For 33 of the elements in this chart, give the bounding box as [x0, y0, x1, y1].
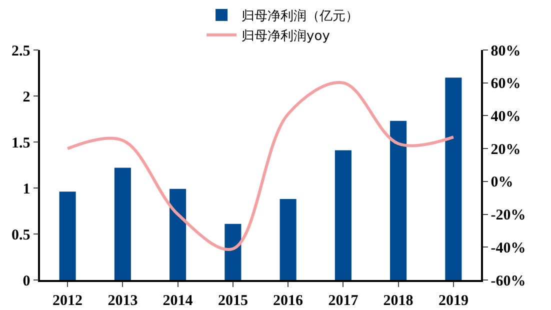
bar — [224, 224, 242, 280]
x-tick-label: 2019 — [438, 292, 468, 309]
y2-tick-label: -40% — [490, 240, 526, 256]
bar — [334, 150, 352, 280]
y2-tick-label: 0% — [490, 174, 514, 191]
x-tick-label: 2015 — [218, 292, 248, 309]
x-tick-label: 2016 — [273, 292, 304, 309]
y2-tick-label: 40% — [490, 108, 521, 125]
y-tick-label: 2 — [22, 89, 30, 106]
y-tick-label: 2.5 — [12, 43, 30, 60]
x-tick-label: 2012 — [52, 292, 83, 309]
y2-tick-label: 20% — [490, 142, 521, 158]
y2-tick-label: 80% — [490, 43, 521, 60]
x-tick-label: 2017 — [328, 292, 359, 309]
bar — [59, 192, 76, 280]
y2-tick-label: -20% — [490, 208, 526, 224]
legend-label: 归母净利润（亿元） — [242, 9, 359, 24]
bar — [280, 199, 296, 280]
y-tick-label: 1.5 — [12, 135, 30, 152]
y-tick-label: 0.5 — [12, 227, 30, 244]
bar — [170, 188, 186, 280]
bar — [390, 120, 407, 280]
y-tick-label: 0 — [22, 273, 30, 290]
x-tick-label: 2018 — [383, 292, 414, 309]
legend-label: 归母净利润yoy — [242, 28, 330, 44]
bar — [114, 168, 131, 280]
y2-tick-label: 60% — [490, 76, 521, 92]
y2-tick-label: -60% — [490, 273, 526, 290]
x-tick-label: 2013 — [108, 292, 138, 309]
x-tick-label: 2014 — [162, 292, 194, 309]
bar — [445, 78, 462, 280]
line-series — [66, 81, 455, 251]
y-tick-label: 1 — [22, 181, 30, 198]
